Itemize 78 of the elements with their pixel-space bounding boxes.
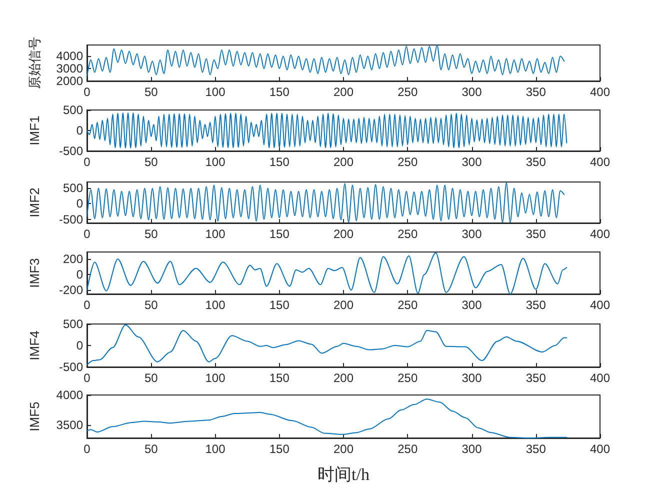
x-tick-label: 400 [590, 442, 610, 456]
y-tick-label: 0 [76, 268, 84, 282]
x-tick-label: 200 [333, 442, 354, 456]
y-axis-title: IMF3 [27, 258, 42, 288]
x-tick-label: 100 [205, 227, 226, 241]
y-axis-title: IMF1 [27, 116, 42, 146]
x-tick-label: 150 [269, 298, 290, 312]
x-tick-label: 250 [398, 371, 418, 385]
x-tick-label: 250 [398, 155, 418, 169]
x-tick-label: 200 [333, 371, 354, 385]
x-tick-label: 50 [144, 442, 158, 456]
x-tick-label: 100 [205, 371, 226, 385]
y-tick-label: 0 [76, 124, 84, 138]
x-tick-label: 200 [333, 155, 354, 169]
y-tick-label: -500 [58, 212, 84, 226]
x-tick-label: 350 [526, 371, 546, 385]
x-tick-label: 250 [398, 442, 418, 456]
x-tick-label: 300 [462, 298, 482, 312]
x-tick-label: 100 [205, 298, 226, 312]
y-tick-label: 0 [76, 196, 84, 211]
line-series [86, 182, 565, 223]
x-tick-label: 400 [590, 227, 610, 241]
line-series [86, 324, 568, 366]
x-axis-title: 时间t/h [318, 465, 370, 484]
y-tick-label: 3000 [56, 62, 84, 76]
x-tick-label: 400 [590, 298, 610, 312]
y-axis-title: IMF4 [27, 330, 42, 360]
y-axis-title: IMF2 [27, 188, 42, 218]
y-axis-title: 原始信号 [27, 37, 42, 89]
y-tick-label: -500 [58, 144, 84, 158]
y-tick-label: -500 [58, 360, 84, 374]
y-axis-title: IMF5 [27, 402, 42, 432]
y-tick-label: 500 [62, 317, 84, 331]
y-tick-label: 4000 [56, 388, 84, 402]
x-tick-label: 50 [144, 85, 158, 99]
x-tick-label: 250 [398, 227, 418, 241]
x-tick-label: 300 [462, 442, 482, 456]
x-tick-label: 350 [526, 227, 546, 241]
line-series [86, 398, 568, 438]
x-tick-label: 200 [333, 298, 354, 312]
x-tick-label: 50 [144, 155, 158, 169]
line-series [86, 252, 568, 294]
y-tick-label: 200 [62, 252, 84, 266]
line-series [86, 44, 565, 77]
y-tick-label: -200 [58, 283, 84, 298]
x-tick-label: 350 [526, 298, 546, 312]
y-tick-label: 4000 [56, 49, 84, 64]
x-tick-label: 350 [526, 155, 546, 169]
x-tick-label: 250 [398, 85, 418, 99]
x-tick-label: 400 [590, 371, 610, 385]
y-tick-label: 3500 [56, 418, 84, 432]
line-series [86, 112, 568, 149]
x-tick-label: 100 [205, 442, 226, 456]
y-tick-label: 2000 [56, 74, 84, 88]
x-tick-label: 50 [144, 371, 158, 385]
x-tick-label: 200 [333, 227, 354, 241]
x-tick-label: 150 [269, 85, 290, 99]
x-tick-label: 150 [269, 155, 290, 169]
x-tick-label: 150 [269, 442, 290, 456]
x-tick-label: 150 [269, 227, 290, 241]
x-tick-label: 150 [269, 371, 290, 385]
x-tick-label: 300 [462, 85, 482, 99]
x-tick-label: 350 [526, 442, 546, 456]
x-tick-label: 100 [205, 85, 226, 99]
y-tick-label: 500 [62, 181, 84, 196]
x-tick-label: 50 [144, 227, 158, 241]
x-tick-label: 50 [144, 298, 158, 312]
x-tick-label: 200 [333, 85, 354, 99]
x-tick-label: 300 [462, 227, 482, 241]
x-tick-label: 350 [526, 85, 546, 99]
x-tick-label: 400 [590, 85, 610, 99]
y-tick-label: 0 [76, 338, 84, 352]
y-tick-label: 500 [62, 103, 84, 117]
x-tick-label: 300 [462, 371, 482, 385]
x-tick-label: 250 [398, 298, 418, 312]
x-tick-label: 400 [590, 155, 610, 169]
x-tick-label: 100 [205, 155, 226, 169]
x-tick-label: 300 [462, 155, 482, 169]
